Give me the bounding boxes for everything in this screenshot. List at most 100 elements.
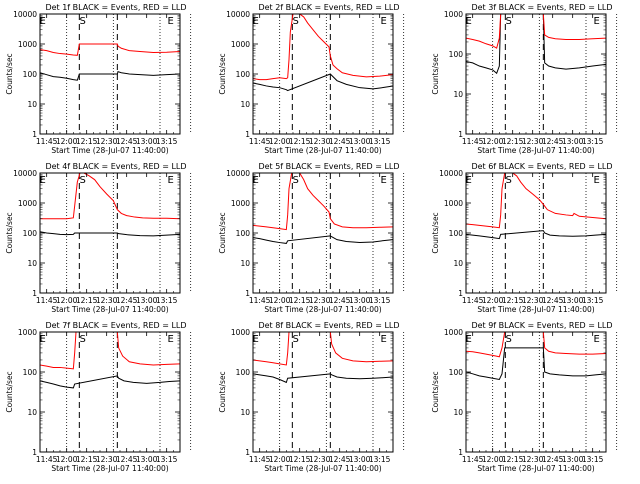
series-line-lld bbox=[253, 332, 393, 366]
x-tick-label: 12:30 bbox=[96, 296, 118, 305]
y-tick-label: 1 bbox=[32, 130, 37, 139]
y-tick-label: 1 bbox=[458, 130, 463, 139]
y-tick-label: 100 bbox=[449, 50, 464, 59]
series-line-events bbox=[40, 375, 180, 389]
y-tick-label: 1000 bbox=[18, 328, 37, 337]
x-axis-label: Start Time (28-Jul-07 11:40:00) bbox=[477, 146, 594, 155]
y-tick-label: 1 bbox=[245, 130, 250, 139]
panel-title: Det 5f BLACK = Events, RED = LLD bbox=[258, 162, 399, 171]
x-tick-label: 12:00 bbox=[482, 455, 504, 464]
y-tick-label: 1000 bbox=[18, 40, 37, 49]
y-tick-label: 1 bbox=[458, 289, 463, 298]
x-tick-label: 11:45 bbox=[249, 137, 271, 146]
panel-title: Det 4f BLACK = Events, RED = LLD bbox=[45, 162, 186, 171]
detector-panel-4: Det 4f BLACK = Events, RED = LLD E S E 11:45… bbox=[5, 162, 192, 314]
marker-label: E bbox=[168, 175, 174, 186]
x-tick-label: 12:45 bbox=[116, 137, 138, 146]
x-tick-label: 11:45 bbox=[249, 296, 271, 305]
y-axis-label: Counts/sec bbox=[431, 53, 440, 94]
x-tick-label: 13:15 bbox=[156, 296, 178, 305]
x-tick-label: 12:30 bbox=[522, 455, 544, 464]
x-tick-label: 13:00 bbox=[562, 296, 584, 305]
panel-title: Det 2f BLACK = Events, RED = LLD bbox=[258, 3, 399, 12]
x-axis-label: Start Time (28-Jul-07 11:40:00) bbox=[264, 464, 381, 473]
y-axis-label: Counts/sec bbox=[431, 212, 440, 253]
x-axis-label: Start Time (28-Jul-07 11:40:00) bbox=[51, 146, 168, 155]
x-tick-label: 13:15 bbox=[582, 455, 604, 464]
marker-label: E bbox=[594, 175, 600, 186]
x-tick-label: 12:30 bbox=[309, 296, 331, 305]
marker-label: E bbox=[253, 16, 259, 27]
series-line-events bbox=[253, 73, 393, 92]
y-tick-label: 1 bbox=[32, 448, 37, 457]
y-axis-label: Counts/sec bbox=[218, 212, 227, 253]
x-tick-label: 12:15 bbox=[502, 296, 524, 305]
y-tick-label: 100 bbox=[23, 70, 38, 79]
y-tick-label: 1 bbox=[458, 448, 463, 457]
y-tick-label: 100 bbox=[23, 368, 38, 377]
marker-label: E bbox=[40, 175, 46, 186]
y-tick-label: 10 bbox=[453, 259, 463, 268]
detector-panel-8: Det 8f BLACK = Events, RED = LLD E S E 11:45… bbox=[218, 321, 405, 473]
y-tick-label: 100 bbox=[236, 70, 251, 79]
y-tick-label: 10000 bbox=[13, 169, 37, 178]
marker-label: E bbox=[253, 334, 259, 345]
detector-panel-5: Det 5f BLACK = Events, RED = LLD E S E 11:45… bbox=[218, 162, 405, 314]
x-tick-label: 13:00 bbox=[136, 455, 158, 464]
x-tick-label: 11:45 bbox=[249, 455, 271, 464]
x-tick-label: 13:00 bbox=[349, 455, 371, 464]
x-tick-label: 12:00 bbox=[269, 455, 291, 464]
x-tick-label: 12:00 bbox=[56, 137, 78, 146]
y-tick-label: 10000 bbox=[226, 169, 250, 178]
x-axis-label: Start Time (28-Jul-07 11:40:00) bbox=[264, 305, 381, 314]
marker-label: S bbox=[292, 334, 298, 345]
panel-title: Det 8f BLACK = Events, RED = LLD bbox=[258, 321, 399, 330]
x-tick-label: 12:45 bbox=[542, 455, 564, 464]
x-tick-label: 11:45 bbox=[462, 137, 484, 146]
marker-label: S bbox=[505, 175, 511, 186]
x-axis-label: Start Time (28-Jul-07 11:40:00) bbox=[477, 464, 594, 473]
panel-title: Det 3f BLACK = Events, RED = LLD bbox=[471, 3, 612, 12]
x-tick-label: 11:45 bbox=[36, 455, 58, 464]
y-tick-label: 1 bbox=[32, 289, 37, 298]
plot-frame bbox=[252, 331, 394, 453]
y-tick-label: 10 bbox=[453, 408, 463, 417]
plot-frame bbox=[465, 13, 607, 135]
x-tick-label: 12:15 bbox=[289, 296, 311, 305]
x-tick-label: 11:45 bbox=[462, 455, 484, 464]
y-tick-label: 1000 bbox=[18, 199, 37, 208]
y-tick-label: 10 bbox=[240, 408, 250, 417]
y-tick-label: 10 bbox=[27, 259, 37, 268]
x-tick-label: 13:15 bbox=[369, 296, 391, 305]
marker-label: E bbox=[168, 16, 174, 27]
x-tick-label: 12:30 bbox=[522, 137, 544, 146]
series-line-events bbox=[253, 373, 393, 384]
series-line-lld bbox=[40, 332, 180, 370]
marker-label: S bbox=[505, 334, 511, 345]
detector-panel-9: Det 9f BLACK = Events, RED = LLD E S E 11:45… bbox=[431, 321, 618, 473]
x-tick-label: 11:45 bbox=[462, 296, 484, 305]
y-axis-label: Counts/sec bbox=[5, 371, 14, 412]
x-tick-label: 12:30 bbox=[96, 137, 118, 146]
x-tick-label: 12:45 bbox=[116, 455, 138, 464]
detector-panel-7: Det 7f BLACK = Events, RED = LLD E S E 11:45… bbox=[5, 321, 192, 473]
marker-label: S bbox=[292, 16, 298, 27]
series-line-events bbox=[40, 70, 180, 81]
x-tick-label: 13:00 bbox=[136, 137, 158, 146]
plot-frame bbox=[39, 331, 181, 453]
plot-frame bbox=[252, 13, 394, 135]
y-tick-label: 10 bbox=[27, 100, 37, 109]
marker-label: S bbox=[79, 175, 85, 186]
series-line-lld bbox=[40, 173, 180, 220]
detector-panel-6: Det 6f BLACK = Events, RED = LLD E S E 11:45… bbox=[431, 162, 618, 314]
x-axis-label: Start Time (28-Jul-07 11:40:00) bbox=[51, 305, 168, 314]
marker-label: E bbox=[594, 334, 600, 345]
marker-label: S bbox=[505, 16, 511, 27]
x-tick-label: 12:00 bbox=[269, 137, 291, 146]
plot-frame bbox=[465, 331, 607, 453]
x-tick-label: 12:15 bbox=[76, 296, 98, 305]
y-tick-label: 1000 bbox=[444, 199, 463, 208]
x-tick-label: 13:15 bbox=[369, 137, 391, 146]
x-tick-label: 13:15 bbox=[156, 137, 178, 146]
